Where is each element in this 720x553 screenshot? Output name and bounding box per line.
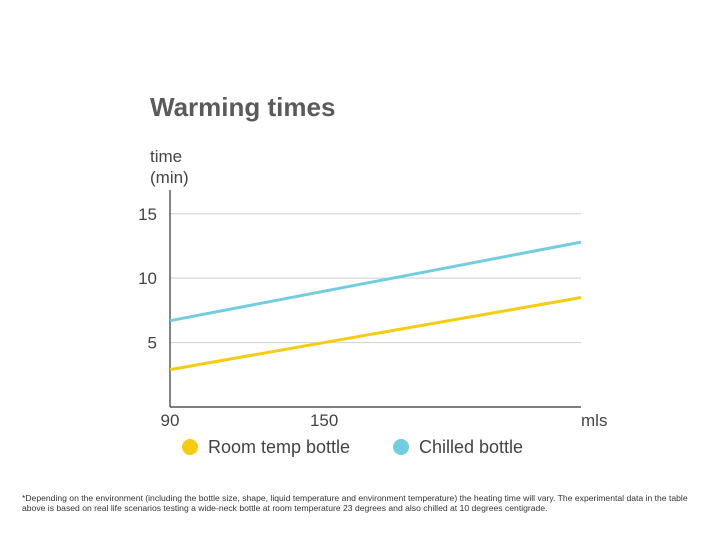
series-line-chilled-bottle bbox=[169, 240, 582, 323]
y-axis-label-line2: (min) bbox=[150, 168, 189, 187]
y-tick-labels: 5 10 15 bbox=[138, 205, 157, 353]
y-tick-label-15: 15 bbox=[138, 205, 157, 224]
x-tick-label-150: 150 bbox=[310, 411, 338, 430]
legend-label-chilled: Chilled bottle bbox=[419, 437, 523, 457]
gridlines bbox=[170, 213, 581, 344]
legend: Room temp bottle Chilled bottle bbox=[182, 437, 523, 457]
series-line-room-temp-bottle bbox=[169, 296, 582, 372]
chart-title: Warming times bbox=[150, 92, 335, 122]
x-axis-unit-label: mls bbox=[581, 411, 607, 430]
series-lines bbox=[169, 240, 582, 372]
y-axis-label-line1: time bbox=[150, 147, 182, 166]
y-tick-label-10: 10 bbox=[138, 269, 157, 288]
y-tick-label-5: 5 bbox=[148, 334, 157, 353]
legend-marker-room-temp bbox=[182, 439, 198, 455]
x-tick-labels: 90 150 bbox=[161, 411, 339, 430]
legend-label-room-temp: Room temp bottle bbox=[208, 437, 350, 457]
x-tick-label-90: 90 bbox=[161, 411, 180, 430]
footnote: *Depending on the environment (including… bbox=[22, 493, 688, 513]
legend-marker-chilled bbox=[393, 439, 409, 455]
